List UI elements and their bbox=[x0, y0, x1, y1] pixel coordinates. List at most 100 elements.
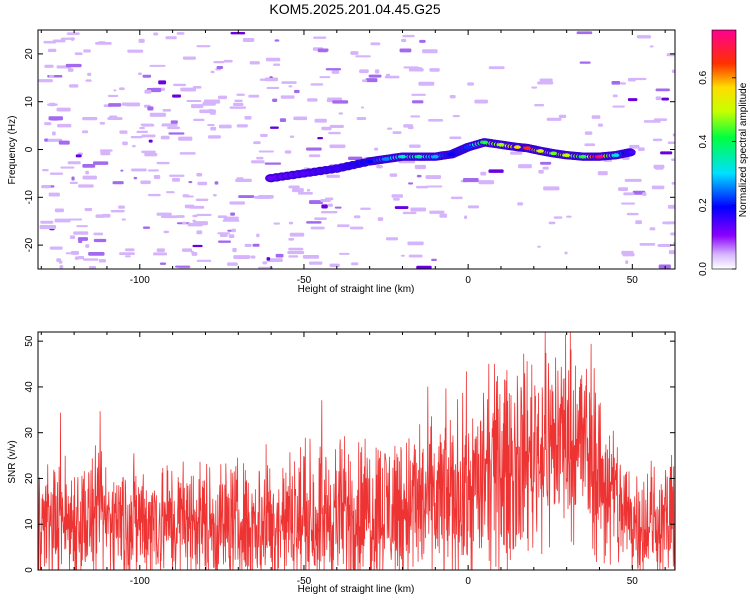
spectrogram-speckle bbox=[195, 198, 209, 202]
spectrogram-speckle bbox=[284, 150, 292, 154]
ridge-point bbox=[497, 142, 505, 147]
spectrogram-speckle bbox=[668, 250, 675, 255]
spectrogram-speckle bbox=[258, 266, 274, 269]
spectrogram-speckle bbox=[359, 69, 369, 74]
spectrogram-speckle bbox=[82, 258, 99, 261]
ridge-point bbox=[464, 145, 472, 149]
spectrogram-speckle bbox=[631, 77, 647, 81]
ridge-point bbox=[550, 151, 558, 156]
snr-axes: -100 -50 0 50 0 10 20 30 40 50 bbox=[24, 332, 675, 587]
spectrogram-speckle bbox=[626, 212, 639, 216]
spectrogram-speckle bbox=[480, 171, 487, 176]
spectrogram-speckle bbox=[161, 124, 177, 127]
spectrogram-speckle bbox=[464, 215, 468, 220]
ridge-point bbox=[595, 154, 603, 159]
spectrogram-speckle bbox=[42, 168, 49, 172]
spectrogram-speckle bbox=[657, 244, 672, 247]
spectrogram-speckle bbox=[293, 116, 308, 121]
spectrogram-speckle bbox=[353, 215, 361, 219]
spectrogram-speckle bbox=[217, 95, 228, 100]
spectrogram-speckle bbox=[82, 116, 98, 121]
spectrogram-speckle bbox=[227, 262, 238, 266]
spectrogram-speckle bbox=[308, 154, 321, 158]
spectrogram-speckle bbox=[209, 112, 216, 115]
spectrogram-speckle bbox=[416, 265, 432, 269]
colorbar-axis: 0.0 0.2 0.4 0.6 bbox=[698, 70, 736, 276]
spectrogram-speckle bbox=[112, 181, 124, 185]
spectrogram-speckle bbox=[218, 240, 231, 243]
spectrogram-speckle bbox=[389, 173, 398, 177]
spectrogram-speckle bbox=[121, 102, 130, 106]
spectrogram-speckle bbox=[262, 261, 268, 265]
spectrogram-speckle bbox=[248, 94, 260, 98]
spectrogram-speckle bbox=[148, 139, 153, 143]
spectrogram-speckle bbox=[288, 85, 293, 88]
spectrogram-speckle bbox=[416, 174, 422, 178]
y-tick-label: 0 bbox=[24, 567, 35, 573]
spectrogram-speckle bbox=[543, 186, 560, 191]
x-tick-label: -50 bbox=[297, 576, 312, 587]
spectrogram-speckle bbox=[172, 177, 180, 182]
spectrogram-speckle bbox=[651, 185, 665, 190]
spectrogram-speckle bbox=[231, 228, 236, 233]
spectrogram-speckle bbox=[47, 138, 63, 142]
spectrogram-speckle bbox=[165, 36, 177, 40]
spectrogram-speckle bbox=[190, 250, 195, 254]
spectrogram-speckle bbox=[264, 77, 279, 82]
spectrogram-speckle bbox=[130, 135, 143, 139]
spectrogram-speckle bbox=[266, 258, 283, 263]
spectrogram-speckle bbox=[210, 70, 215, 74]
spectrogram-speckle bbox=[49, 172, 64, 175]
spectrogram-speckle bbox=[288, 237, 295, 241]
spectrogram-speckle bbox=[612, 94, 618, 98]
spectrogram-speckle bbox=[403, 124, 414, 128]
y-tick-label: 10 bbox=[24, 96, 35, 108]
spectrogram-speckle bbox=[58, 140, 70, 145]
spectrogram-speckle bbox=[415, 185, 429, 189]
spectrogram-speckle bbox=[120, 169, 124, 172]
spectrogram-speckle bbox=[181, 248, 193, 252]
spectrogram-speckle bbox=[229, 201, 246, 205]
spectrogram-speckle bbox=[652, 138, 663, 142]
spectrogram-speckle bbox=[401, 38, 407, 43]
spectrogram-speckle bbox=[474, 99, 488, 104]
spectrogram-speckle bbox=[167, 126, 181, 130]
spectrogram-speckle bbox=[144, 152, 158, 157]
spectrogram-speckle bbox=[327, 203, 333, 207]
spectrogram-speckle bbox=[449, 94, 456, 99]
spectrogram-speckle bbox=[210, 126, 217, 131]
spectrogram-speckle bbox=[329, 124, 344, 129]
spectrogram-speckle bbox=[467, 205, 480, 209]
spectrogram-speckle bbox=[611, 81, 621, 85]
spectrogram-speckle bbox=[113, 89, 117, 92]
spectrogram-speckle bbox=[78, 239, 83, 244]
spectrogram-speckle bbox=[254, 195, 271, 199]
ridge-point bbox=[431, 154, 439, 159]
spectrogram-speckle bbox=[321, 48, 329, 52]
spectrogram-speckle bbox=[142, 74, 152, 78]
spectrogram-speckle bbox=[169, 174, 185, 177]
spectrogram-speckle bbox=[40, 220, 54, 224]
spectrogram-speckle bbox=[84, 208, 93, 212]
spectrogram-speckle bbox=[85, 170, 89, 175]
spectrogram-speckle bbox=[153, 175, 161, 179]
spectrogram-speckle bbox=[142, 226, 151, 229]
spectrogram-speckle bbox=[288, 255, 299, 258]
spectrogram-speckle bbox=[273, 222, 280, 225]
spectrogram-speckle bbox=[591, 115, 601, 119]
spectrogram-speckle bbox=[196, 45, 211, 48]
colorbar-tick-label: 0.2 bbox=[698, 198, 709, 212]
spectrogram-speckle bbox=[176, 32, 185, 35]
spectrogram-speckle bbox=[149, 64, 166, 67]
ridge-point bbox=[563, 153, 571, 158]
spectrogram-speckle bbox=[244, 115, 252, 120]
snr-xlabel: Height of straight line (km) bbox=[298, 584, 415, 595]
spectrogram-speckle bbox=[56, 107, 71, 112]
spectrogram-speckle bbox=[127, 49, 144, 53]
spectrogram-speckle bbox=[196, 230, 203, 235]
spectrogram-speckle bbox=[377, 217, 384, 221]
spectrogram-speckle bbox=[349, 226, 364, 230]
spectrogram-speckle bbox=[182, 221, 187, 225]
spectrogram-speckle bbox=[67, 161, 81, 165]
spectrogram-speckle bbox=[77, 268, 92, 269]
